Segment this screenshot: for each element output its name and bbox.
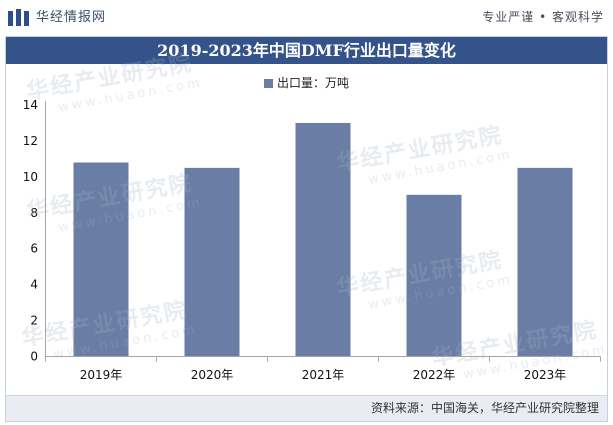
- source-note: 资料来源：中国海关，华经产业研究院整理: [370, 401, 599, 415]
- bar-2020: [184, 167, 240, 357]
- y-tick-label: 10: [23, 170, 38, 184]
- bar-2023: [517, 167, 573, 357]
- y-tick-label: 2: [30, 314, 38, 328]
- y-tick-label: 6: [30, 242, 38, 256]
- slogan: 专业严谨 • 客观科学: [482, 10, 604, 24]
- y-tick-label: 8: [30, 206, 38, 220]
- legend: 出口量：万吨: [0, 75, 613, 91]
- bar-2021: [295, 122, 351, 357]
- chart-title: 2019-2023年中国DMF行业出口量变化: [157, 41, 456, 60]
- y-tick-label: 14: [23, 98, 38, 112]
- book-bars-icon: [8, 9, 29, 26]
- source-footer: 资料来源：中国海关，华经产业研究院整理: [6, 395, 607, 421]
- chart-frame: 2019-2023年中国DMF行业出口量变化 资料来源：中国海关，华经产业研究院…: [5, 36, 608, 422]
- legend-label: 出口量：万吨: [276, 76, 349, 90]
- bar-2022: [406, 194, 462, 357]
- x-tick-label: 2021年: [302, 368, 345, 382]
- x-tick-label: 2023年: [524, 368, 567, 382]
- x-tick-label: 2022年: [413, 368, 456, 382]
- y-tick-label: 12: [23, 134, 38, 148]
- chart-title-bar: 2019-2023年中国DMF行业出口量变化: [6, 37, 607, 64]
- site-header: 华经情报网 专业严谨 • 客观科学: [0, 0, 613, 34]
- legend-swatch: [263, 78, 273, 88]
- y-tick-label: 4: [30, 278, 38, 292]
- y-tick-label: 0: [30, 350, 38, 364]
- x-tick-label: 2019年: [80, 368, 123, 382]
- x-tick-label: 2020年: [191, 368, 234, 382]
- bar-2019: [73, 162, 129, 357]
- brand-name: 华经情报网: [36, 10, 107, 25]
